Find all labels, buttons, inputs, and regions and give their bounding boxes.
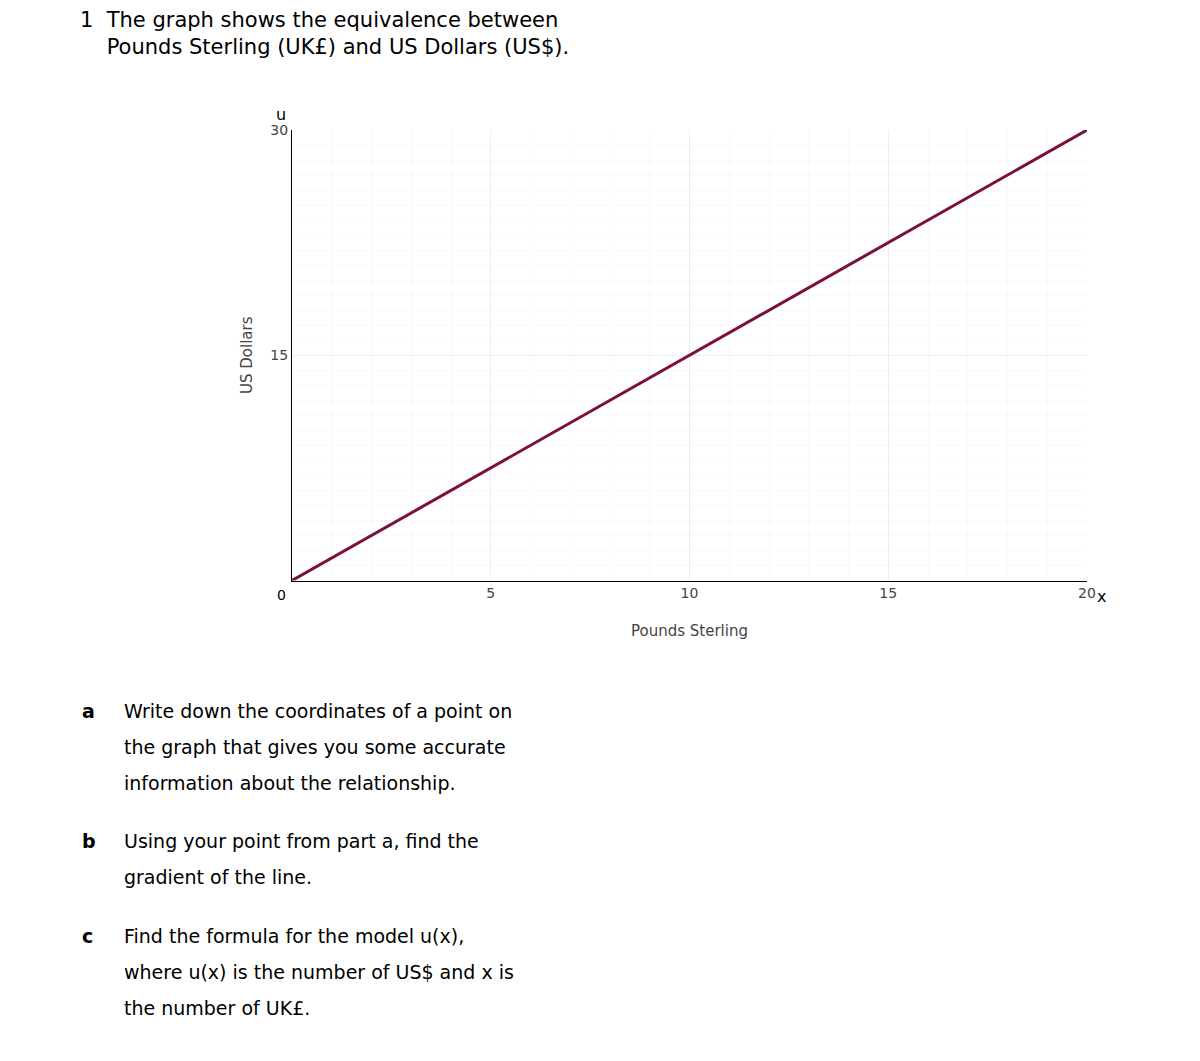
svg-text:Find the formula for the model: Find the formula for the model u(x), (124, 925, 464, 947)
svg-text:10: 10 (681, 585, 699, 601)
svg-text:x: x (1097, 587, 1106, 606)
svg-text:1 The graph shows the equival: 1 The graph shows the equivalence betwee… (80, 8, 569, 59)
svg-text:US Dollars: US Dollars (238, 316, 256, 394)
svg-text:b: b (82, 830, 96, 852)
svg-text:15: 15 (879, 585, 897, 601)
svg-text:15: 15 (270, 347, 288, 363)
svg-text:5: 5 (486, 585, 495, 601)
svg-text:30: 30 (270, 122, 288, 138)
svg-text:0: 0 (277, 587, 286, 603)
svg-text:c: c (82, 925, 93, 947)
svg-text:20: 20 (1078, 585, 1096, 601)
svg-text:the number of UK£.: the number of UK£. (124, 997, 310, 1019)
svg-text:u: u (276, 105, 286, 124)
svg-text:Write down the coordinates of: Write down the coordinates of a point on (124, 700, 512, 722)
svg-text:Pounds Sterling: Pounds Sterling (631, 622, 748, 640)
svg-text:the graph that gives you some: the graph that gives you some accurate (124, 736, 506, 758)
svg-text:gradient of the line.: gradient of the line. (124, 866, 312, 888)
svg-text:information about the relation: information about the relationship. (124, 772, 456, 794)
svg-text:where u(x) is the number of US: where u(x) is the number of US$ and x is (124, 961, 514, 983)
svg-text:Using your point from part a,: Using your point from part a, find the (124, 830, 479, 852)
svg-text:a: a (82, 700, 95, 722)
